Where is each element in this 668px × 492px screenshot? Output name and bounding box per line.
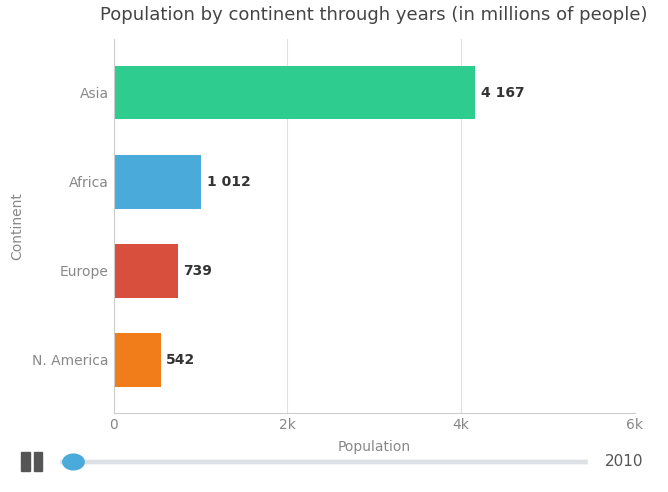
Text: 739: 739 (183, 264, 212, 278)
Bar (114, 333, 160, 387)
Bar (114, 66, 476, 120)
Text: 1 012: 1 012 (206, 175, 250, 189)
Bar (114, 155, 202, 209)
Text: 2010: 2010 (605, 455, 643, 469)
Title: Population by continent through years (in millions of people): Population by continent through years (i… (100, 6, 648, 24)
Text: 4 167: 4 167 (481, 86, 524, 100)
Y-axis label: Continent: Continent (10, 192, 24, 260)
FancyBboxPatch shape (60, 460, 588, 464)
Bar (114, 244, 178, 298)
X-axis label: Population: Population (337, 440, 411, 455)
Bar (34, 452, 42, 471)
Bar (21, 452, 29, 471)
Text: 542: 542 (166, 353, 195, 367)
